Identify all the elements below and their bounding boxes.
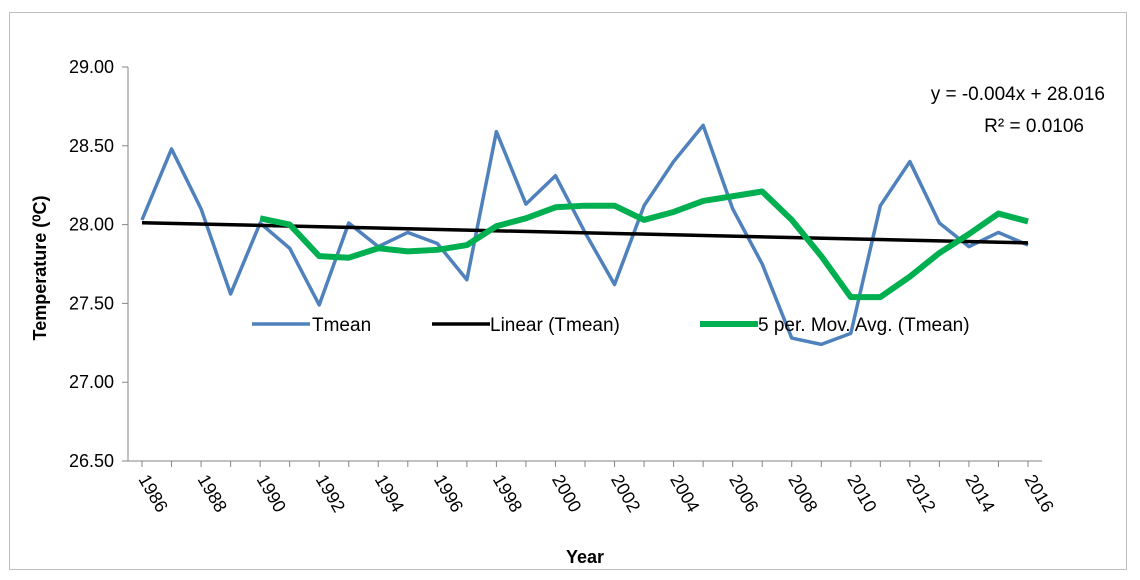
x-tick-label: 1992: [312, 471, 349, 516]
legend-label-2: 5 per. Mov. Avg. (Tmean): [758, 315, 970, 336]
y-tick-label: 29.00: [69, 57, 114, 77]
x-tick-label: 1990: [253, 471, 290, 516]
legend-label-1: Linear (Tmean): [490, 315, 620, 336]
y-tick-label: 26.50: [69, 451, 114, 471]
legend-label-0: Tmean: [312, 315, 371, 336]
x-tick-label: 1998: [489, 471, 526, 516]
x-tick-label: 2002: [607, 471, 644, 516]
x-tick-label: 2006: [725, 471, 762, 516]
x-tick-label: 2008: [784, 471, 821, 516]
trendline-equation: y = -0.004x + 28.016: [931, 84, 1105, 105]
y-tick-label: 28.00: [69, 215, 114, 235]
y-tick-label: 28.50: [69, 136, 114, 156]
x-tick-label: 2016: [1021, 471, 1058, 516]
series-layer: [140, 123, 1029, 347]
x-tick-label: 2010: [843, 471, 880, 516]
labels-layer: 29.00 28.50 28.00 27.50 27.00 26.50 1986 1988 19…: [30, 57, 1105, 567]
x-tick-label: 1986: [135, 471, 172, 516]
x-tick-label: 2012: [902, 471, 939, 516]
x-axis-title: Year: [566, 547, 604, 567]
y-axis-title: Temperature (⁰C): [30, 196, 50, 341]
x-tick-label: 1996: [430, 471, 467, 516]
trendline-r-squared: R² = 0.0106: [984, 116, 1084, 137]
x-tick-label: 2004: [666, 471, 703, 516]
x-tick-label: 2014: [961, 471, 998, 516]
series-linear-trendline: [141, 220, 1029, 245]
chart-area: [9, 12, 1127, 570]
x-tick-label: 1994: [371, 471, 408, 516]
x-tick-label: 1988: [194, 471, 231, 516]
axes: [122, 66, 1042, 467]
series-moving-average-line: [259, 188, 1029, 301]
series-tmean-line: [140, 123, 1029, 347]
y-tick-label: 27.00: [69, 372, 114, 392]
x-tick-label: 2000: [548, 471, 585, 516]
y-tick-label: 27.50: [69, 293, 114, 313]
